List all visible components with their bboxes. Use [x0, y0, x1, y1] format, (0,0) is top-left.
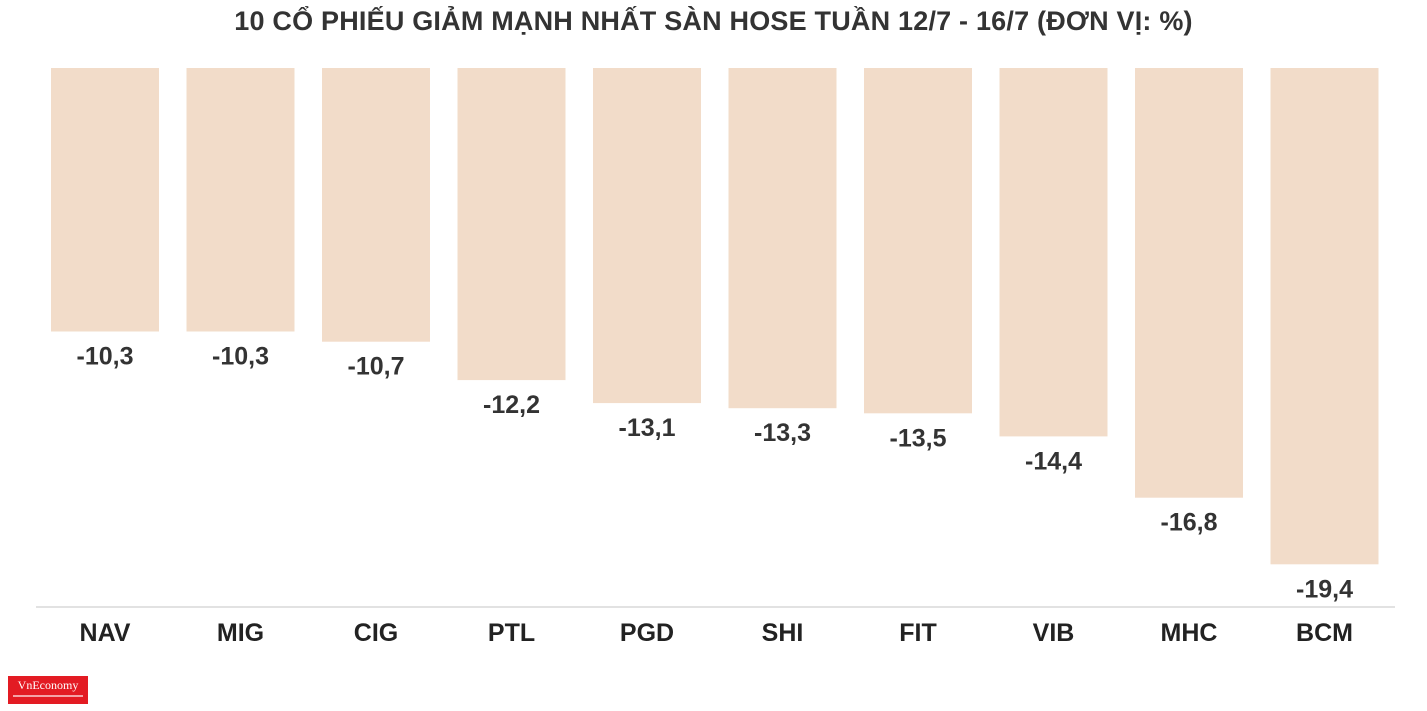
bar-nav — [51, 68, 159, 332]
logo-tagline-line — [13, 695, 83, 697]
bar-shi — [728, 68, 837, 409]
category-label-ptl: PTL — [488, 619, 535, 647]
bar-bcm — [1270, 68, 1379, 565]
value-label-shi: -13,3 — [754, 419, 811, 447]
value-label-pgd: -13,1 — [619, 414, 676, 442]
category-label-mig: MIG — [217, 619, 264, 647]
category-labels-layer: NAV MIG CIG PTL PGD SHI FIT VIB MHC BCM — [80, 619, 1353, 647]
value-label-cig: -10,7 — [348, 353, 405, 381]
category-label-mhc: MHC — [1161, 619, 1218, 647]
category-label-shi: SHI — [762, 619, 804, 647]
value-label-mig: -10,3 — [212, 343, 269, 371]
bars-layer — [51, 68, 1379, 565]
bar-mig — [186, 68, 295, 332]
category-label-nav: NAV — [80, 619, 131, 647]
value-label-ptl: -12,2 — [483, 391, 540, 419]
category-label-cig: CIG — [354, 619, 398, 647]
logo-text: VnEconomy — [17, 678, 79, 692]
bar-cig — [322, 68, 430, 342]
chart-title: 10 CỔ PHIẾU GIẢM MẠNH NHẤT SÀN HOSE TUẦN… — [234, 6, 1193, 36]
bar-mhc — [1135, 68, 1243, 498]
vneconomy-logo: VnEconomy — [8, 676, 88, 704]
bar-pgd — [593, 68, 701, 404]
category-label-pgd: PGD — [620, 619, 674, 647]
bar-ptl — [457, 68, 566, 381]
value-label-fit: -13,5 — [890, 424, 947, 452]
value-label-vib: -14,4 — [1025, 447, 1082, 475]
value-label-mhc: -16,8 — [1161, 509, 1218, 537]
value-labels-layer: -10,3 -10,3 -10,7 -12,2 -13,1 -13,3 -13,5 -14,4… — [77, 343, 1354, 604]
value-label-bcm: -19,4 — [1296, 575, 1353, 603]
bar-fit — [864, 68, 972, 414]
bar-vib — [999, 68, 1108, 437]
category-label-fit: FIT — [899, 619, 937, 647]
category-label-vib: VIB — [1033, 619, 1075, 647]
category-label-bcm: BCM — [1296, 619, 1353, 647]
value-label-nav: -10,3 — [77, 343, 134, 371]
